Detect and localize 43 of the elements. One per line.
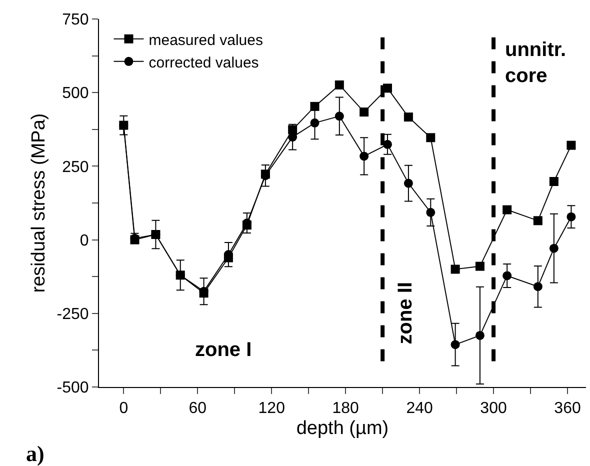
point xyxy=(450,264,460,274)
y-axis-title: residual stress (MPa) xyxy=(28,113,50,293)
point xyxy=(310,118,320,128)
y-tick-label: 250 xyxy=(62,158,89,176)
point xyxy=(549,244,558,253)
point xyxy=(533,216,542,226)
x-tick-label: 360 xyxy=(554,400,581,418)
point xyxy=(502,205,512,214)
y-tick-label: -500 xyxy=(56,380,89,397)
x-tick-label: 120 xyxy=(258,400,286,418)
point xyxy=(475,330,484,340)
point xyxy=(566,212,576,222)
x-tick-label: 60 xyxy=(188,400,207,418)
point xyxy=(360,152,369,161)
x-axis-title: depth (µm) xyxy=(296,418,389,439)
point xyxy=(426,133,436,142)
point xyxy=(360,108,369,117)
point xyxy=(549,177,558,186)
point xyxy=(334,112,344,121)
point xyxy=(566,140,576,150)
x-tick-label: 180 xyxy=(332,400,360,418)
text: a) xyxy=(26,441,44,466)
annotation: zone I xyxy=(195,339,252,361)
point xyxy=(533,282,542,292)
x-tick-label: 0 xyxy=(119,400,128,418)
point xyxy=(404,112,413,122)
annotation: zone II xyxy=(394,282,416,344)
y-tick-label: 750 xyxy=(62,12,89,29)
point xyxy=(450,340,460,350)
legend-label: measured values xyxy=(148,32,263,49)
y-tick-label: 0 xyxy=(80,232,89,250)
point xyxy=(404,178,413,188)
x-tick-label: 300 xyxy=(480,400,507,418)
point xyxy=(475,262,484,271)
x-tick-label: 240 xyxy=(406,400,434,418)
legend-label: corrected values xyxy=(148,54,259,72)
point xyxy=(502,271,512,280)
annotation: unnitr. core xyxy=(505,39,566,87)
point xyxy=(334,80,344,90)
y-tick-label: 500 xyxy=(62,85,89,102)
point xyxy=(426,208,436,217)
y-tick-label: -250 xyxy=(56,306,89,323)
point xyxy=(383,140,392,149)
